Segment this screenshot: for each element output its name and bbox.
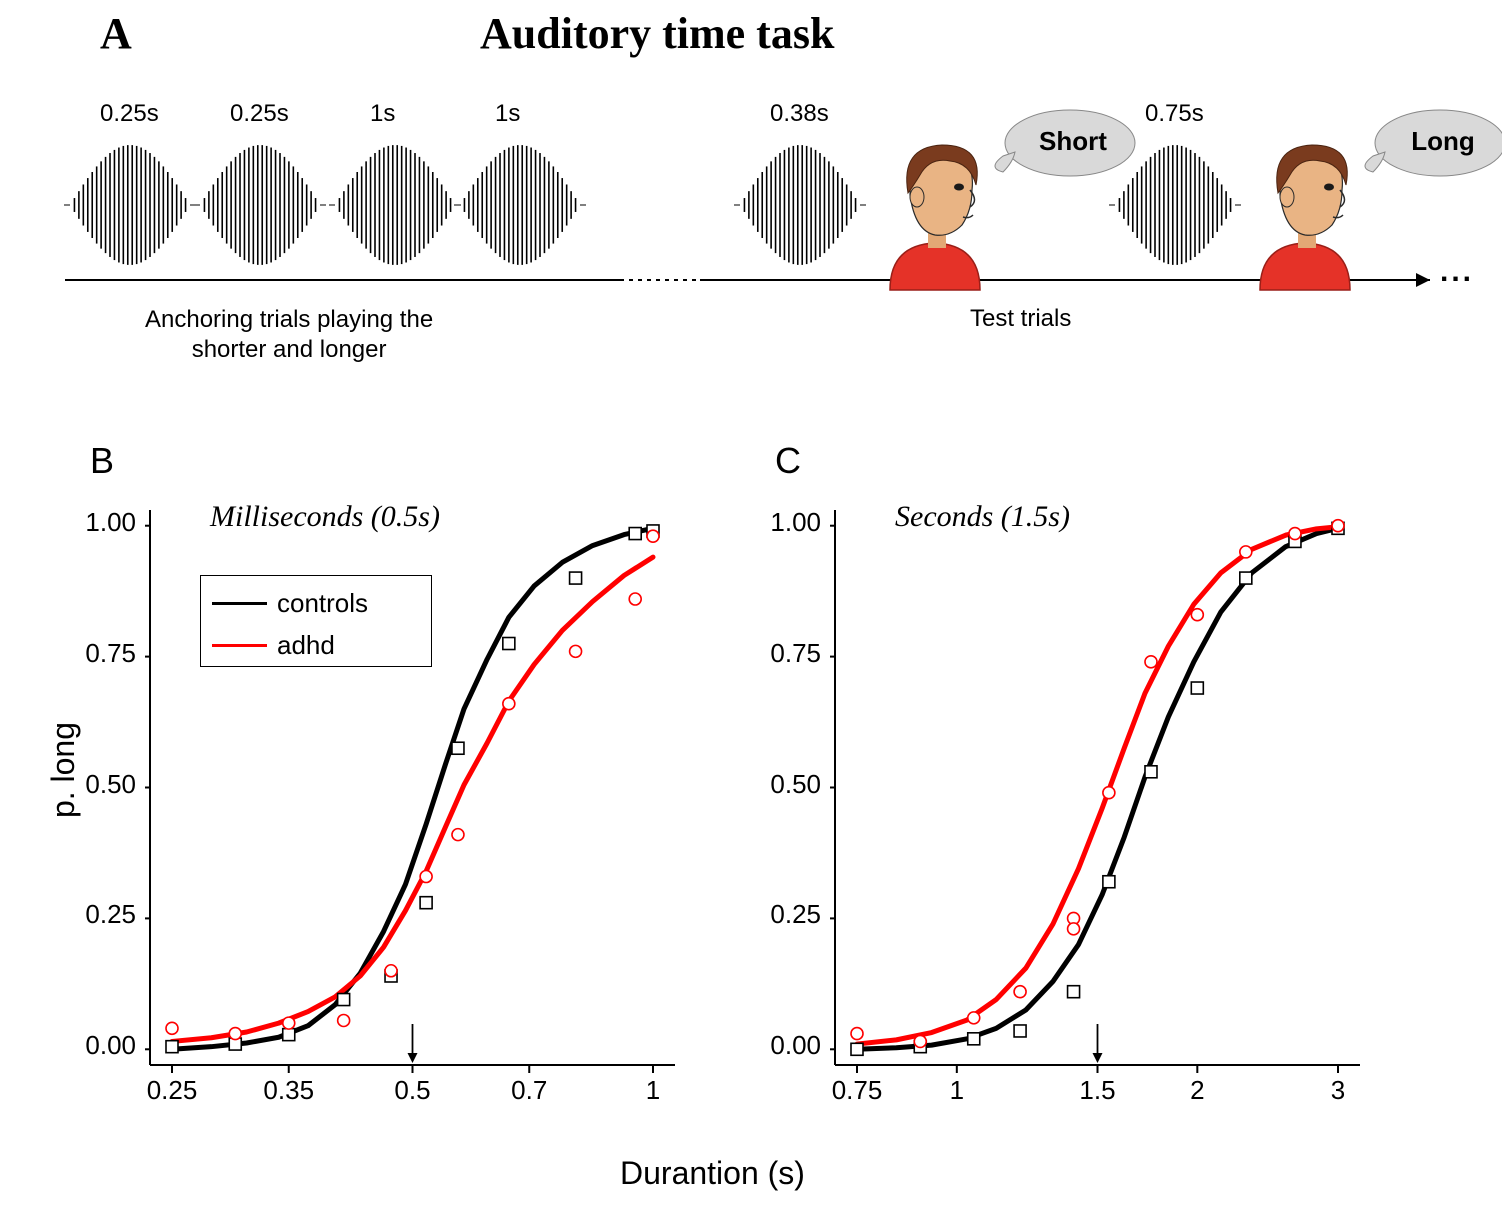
xtick-label: 2 — [1162, 1075, 1232, 1106]
ytick-label: 0.00 — [66, 1030, 136, 1061]
xtick-label: 1 — [618, 1075, 688, 1106]
anchoring-text: Anchoring trials playing the shorter and… — [145, 305, 433, 365]
xtick-label: 3 — [1303, 1075, 1373, 1106]
panel-b-label: B — [90, 440, 114, 482]
speech-bubble-text: Long — [1383, 126, 1502, 157]
continuation-dots: ... — [1440, 255, 1474, 289]
x-axis-title: Durantion (s) — [620, 1155, 805, 1192]
speech-bubble-text: Short — [1013, 126, 1133, 157]
ytick-label: 0.25 — [66, 899, 136, 930]
xtick-label: 0.5 — [378, 1075, 448, 1106]
legend-row: controls — [212, 588, 368, 619]
figure-root: A Auditory time task 0.25s0.25s1s1s0.38s… — [0, 0, 1502, 1216]
chart-c — [830, 505, 1395, 1120]
legend-label: adhd — [277, 630, 335, 661]
legend-line-icon — [212, 644, 267, 647]
xtick-label: 0.35 — [254, 1075, 324, 1106]
xtick-label: 1.5 — [1063, 1075, 1133, 1106]
panel-c-label: C — [775, 440, 801, 482]
legend-label: controls — [277, 588, 368, 619]
xtick-label: 0.25 — [137, 1075, 207, 1106]
ytick-label: 0.00 — [751, 1030, 821, 1061]
legend-row: adhd — [212, 630, 335, 661]
ytick-label: 1.00 — [751, 507, 821, 538]
legend-line-icon — [212, 602, 267, 605]
xtick-label: 0.75 — [822, 1075, 892, 1106]
ytick-label: 1.00 — [66, 507, 136, 538]
ytick-label: 0.50 — [751, 769, 821, 800]
ytick-label: 0.75 — [66, 638, 136, 669]
xtick-label: 1 — [922, 1075, 992, 1106]
test-trials-text: Test trials — [970, 305, 1071, 333]
ytick-label: 0.75 — [751, 638, 821, 669]
ytick-label: 0.50 — [66, 769, 136, 800]
xtick-label: 0.7 — [494, 1075, 564, 1106]
ytick-label: 0.25 — [751, 899, 821, 930]
